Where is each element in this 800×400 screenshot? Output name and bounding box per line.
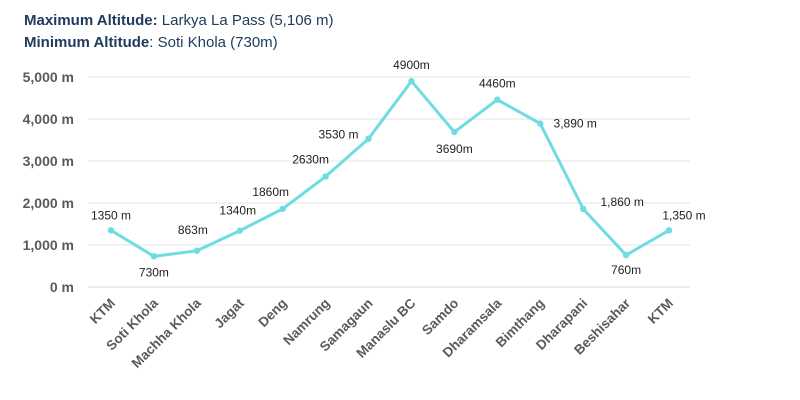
y-tick-label: 1,000 m <box>23 237 74 253</box>
data-point <box>365 135 372 142</box>
min-altitude-value: : Soti Khola (730m) <box>149 34 278 51</box>
y-tick-label: 3,000 m <box>23 153 74 169</box>
max-altitude-value: Larkya La Pass (5,106 m) <box>157 12 334 29</box>
x-tick-label: Jagat <box>211 295 247 331</box>
series-line <box>109 79 671 258</box>
min-altitude-label: Minimum Altitude <box>24 34 150 51</box>
y-tick-label: 2,000 m <box>23 195 74 211</box>
data-point <box>279 205 286 213</box>
data-point <box>322 173 329 180</box>
data-label: 1,860 m <box>600 195 643 209</box>
data-label: 1350 m <box>91 208 131 222</box>
min-altitude-line: Minimum Altitude: Soti Khola (730m) <box>24 32 334 54</box>
data-label: 3690m <box>436 142 473 156</box>
data-point <box>193 247 201 254</box>
data-point <box>622 251 630 259</box>
x-tick-label: Deng <box>255 296 289 330</box>
data-label: 760m <box>611 263 641 277</box>
data-label: 3,890 m <box>554 117 597 131</box>
data-point <box>665 227 673 234</box>
x-tick-label: Samdo <box>419 296 461 338</box>
y-tick-label: 0 m <box>50 279 74 295</box>
data-point <box>537 120 544 127</box>
data-point <box>150 253 158 260</box>
data-point <box>236 227 243 234</box>
data-label: 3530 m <box>319 128 359 142</box>
x-tick-label: KTM <box>87 296 118 327</box>
data-point <box>408 78 415 85</box>
data-point <box>451 128 458 136</box>
data-label: 4460m <box>479 77 516 91</box>
data-label: 1860m <box>252 185 289 199</box>
y-tick-label: 5,000 m <box>23 69 74 85</box>
data-point <box>107 227 115 234</box>
data-label: 1340m <box>219 204 256 218</box>
chart-header: Maximum Altitude: Larkya La Pass (5,106 … <box>24 10 334 54</box>
max-altitude-line: Maximum Altitude: Larkya La Pass (5,106 … <box>24 10 334 32</box>
data-label: 4900m <box>393 58 430 72</box>
max-altitude-label: Maximum Altitude: <box>24 12 158 29</box>
data-point <box>494 96 501 103</box>
data-label: 2630m <box>292 153 329 167</box>
data-label: 863m <box>178 223 208 237</box>
data-point <box>579 205 587 213</box>
data-label: 1,350 m <box>662 208 705 222</box>
data-label: 730m <box>139 265 169 279</box>
x-tick-label: KTM <box>645 296 676 327</box>
y-tick-label: 4,000 m <box>23 111 74 127</box>
